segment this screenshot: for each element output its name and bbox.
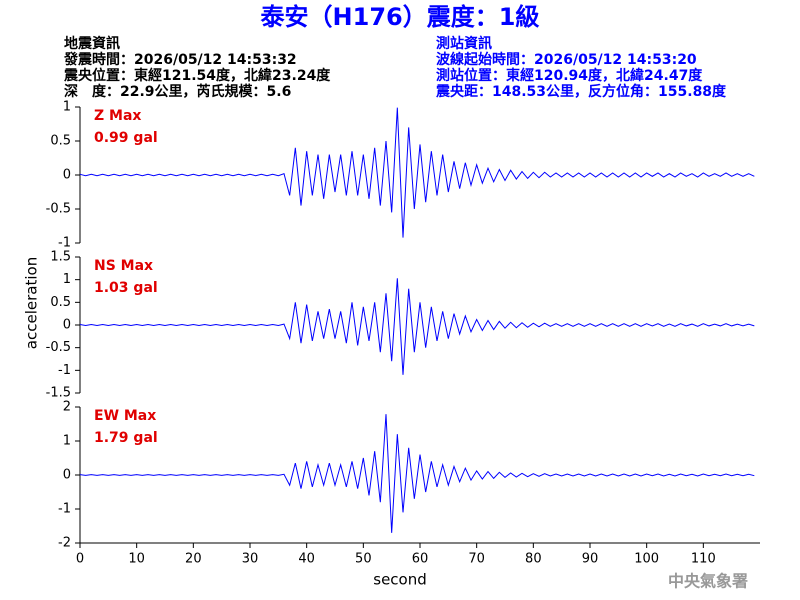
- max-value-label: 1.79 gal: [94, 430, 158, 446]
- x-tick-label: 100: [634, 552, 659, 567]
- waveform: [79, 414, 755, 533]
- y-tick-label: 0: [63, 318, 71, 333]
- x-tick-label: 30: [242, 552, 259, 567]
- info-right: 波線起始時間：2026/05/12 14:53:20: [436, 51, 697, 68]
- x-tick-label: 60: [412, 552, 429, 567]
- component-label: EW Max: [94, 408, 156, 424]
- max-value-label: 0.99 gal: [94, 130, 158, 146]
- y-tick-label: 1: [63, 434, 71, 449]
- y-tick-label: 0: [63, 468, 71, 483]
- x-tick-label: 0: [76, 552, 84, 567]
- y-tick-label: -0.5: [46, 202, 71, 217]
- y-tick-label: -1: [58, 502, 71, 517]
- y-tick-label: 1: [63, 272, 71, 287]
- title: 泰安（H176）震度：1級: [261, 3, 540, 31]
- x-tick-label: 70: [468, 552, 485, 567]
- info-right: 測站資訊: [436, 35, 492, 52]
- component-label: NS Max: [94, 258, 153, 274]
- info-right: 震央距：148.53公里，反方位角：155.88度: [435, 83, 727, 100]
- y-tick-label: -0.5: [46, 340, 71, 355]
- y-tick-label: -1: [58, 236, 71, 251]
- waveform: [79, 107, 755, 238]
- info-left: 震央位置：東經121.54度，北緯23.24度: [63, 67, 331, 84]
- component-label: Z Max: [94, 108, 141, 124]
- x-tick-label: 20: [185, 552, 202, 567]
- x-tick-label: 80: [525, 552, 542, 567]
- y-tick-label: -1: [58, 363, 71, 378]
- info-left: 地震資訊: [64, 35, 120, 52]
- max-value-label: 1.03 gal: [94, 280, 158, 296]
- info-left: 發震時間：2026/05/12 14:53:32: [63, 51, 297, 68]
- x-tick-label: 110: [691, 552, 716, 567]
- y-tick-label: -1.5: [46, 386, 71, 401]
- y-tick-label: 2: [63, 400, 71, 415]
- y-tick-label: 0.5: [50, 295, 71, 310]
- y-tick-label: 0: [63, 168, 71, 183]
- x-tick-label: 90: [582, 552, 599, 567]
- y-tick-label: -2: [58, 536, 71, 551]
- x-tick-label: 40: [298, 552, 315, 567]
- x-axis-label: second: [373, 571, 427, 589]
- y-tick-label: 1: [63, 100, 71, 115]
- x-tick-label: 10: [128, 552, 145, 567]
- waveform: [79, 278, 755, 375]
- info-left: 深 度：22.9公里，芮氏規模：5.6: [64, 83, 291, 100]
- footer: 中央氣象署: [668, 572, 748, 591]
- info-right: 測站位置：東經120.94度，北緯24.47度: [436, 67, 703, 84]
- y-axis-label: acceleration: [23, 257, 41, 349]
- y-tick-label: 0.5: [50, 134, 71, 149]
- y-tick-label: 1.5: [50, 250, 71, 265]
- x-tick-label: 50: [355, 552, 372, 567]
